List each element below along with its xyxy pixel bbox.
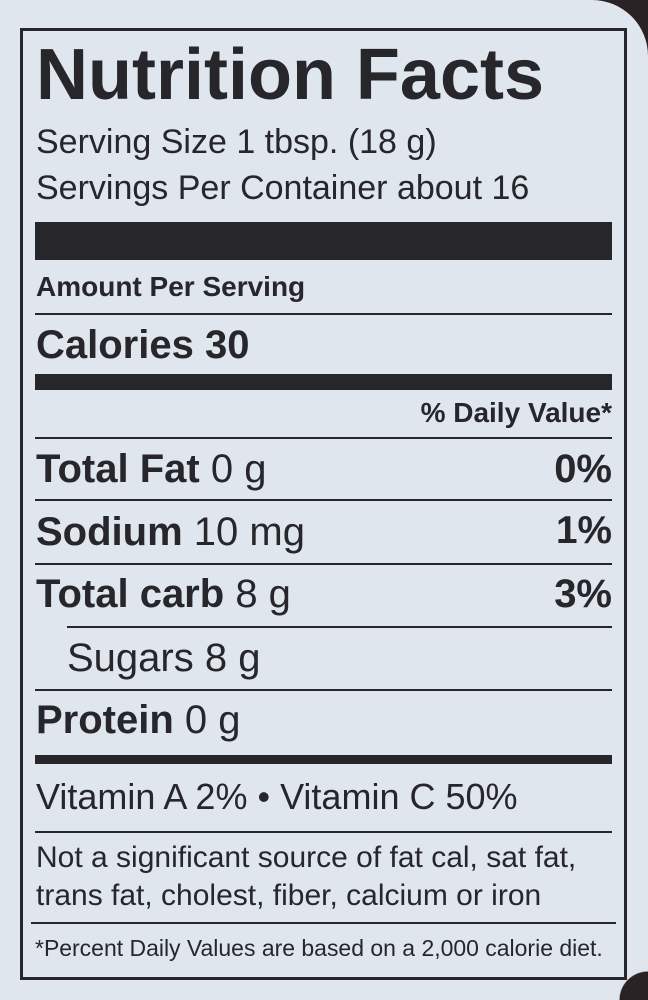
title: Nutrition Facts — [36, 35, 545, 115]
vitamins: Vitamin A 2% • Vitamin C 50% — [36, 776, 518, 817]
divider — [35, 437, 612, 439]
nutrient-sodium: Sodium 10 mg — [36, 510, 305, 554]
nutrient-sugars: Sugars 8 g — [67, 636, 261, 680]
divider — [35, 689, 612, 691]
nutrition-facts-panel: Nutrition Facts Serving Size 1 tbsp. (18… — [20, 28, 627, 980]
serving-size: Serving Size 1 tbsp. (18 g) — [36, 123, 437, 161]
servings-per-container: Servings Per Container about 16 — [36, 169, 530, 207]
calories: Calories 30 — [36, 323, 250, 367]
dv-total-carb: 3% — [554, 572, 612, 616]
divider — [35, 563, 612, 565]
thick-divider — [35, 755, 612, 764]
daily-value-header: % Daily Value* — [420, 397, 612, 428]
divider — [67, 626, 612, 628]
divider — [31, 922, 616, 924]
divider — [35, 313, 612, 315]
container-edge — [618, 970, 648, 1000]
divider — [35, 831, 612, 833]
dv-sodium: 1% — [555, 509, 612, 552]
thick-divider — [35, 374, 612, 390]
nutrient-total-fat: Total Fat 0 g — [36, 447, 267, 491]
amount-per-serving: Amount Per Serving — [36, 271, 306, 302]
nutrient-protein: Protein 0 g — [36, 698, 241, 742]
thick-divider — [35, 222, 612, 260]
divider — [35, 499, 612, 501]
not-significant-line2: trans fat, cholest, fiber, calcium or ir… — [36, 879, 542, 912]
nutrient-total-carb: Total carb 8 g — [36, 572, 291, 616]
dv-total-fat: 0% — [554, 447, 612, 491]
not-significant-line1: Not a significant source of fat cal, sat… — [36, 841, 577, 874]
footnote: *Percent Daily Values are based on a 2,0… — [35, 935, 603, 961]
